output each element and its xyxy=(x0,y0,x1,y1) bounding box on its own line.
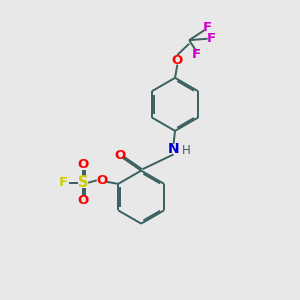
Text: O: O xyxy=(172,54,183,67)
Text: F: F xyxy=(207,32,216,45)
Text: N: N xyxy=(168,142,179,156)
Text: S: S xyxy=(78,175,88,190)
Text: F: F xyxy=(59,176,68,189)
Text: O: O xyxy=(77,194,88,207)
Text: O: O xyxy=(114,148,125,161)
Text: H: H xyxy=(182,144,190,157)
Text: F: F xyxy=(192,48,201,62)
Text: F: F xyxy=(202,21,212,34)
Text: O: O xyxy=(77,158,88,171)
Text: O: O xyxy=(96,174,108,187)
